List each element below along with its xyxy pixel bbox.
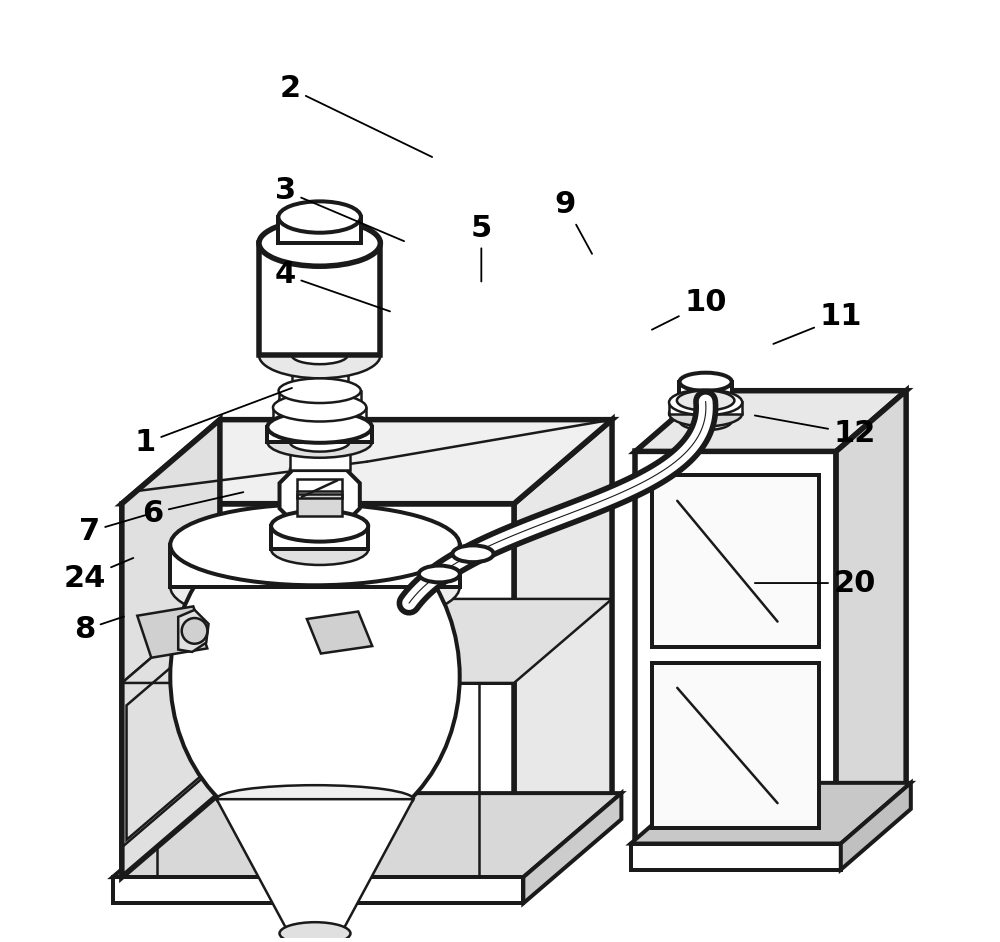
Polygon shape xyxy=(631,783,911,843)
Polygon shape xyxy=(514,419,612,877)
Ellipse shape xyxy=(267,427,372,458)
Ellipse shape xyxy=(419,565,460,582)
Polygon shape xyxy=(279,391,361,402)
Text: 2: 2 xyxy=(279,73,432,157)
Ellipse shape xyxy=(292,382,348,399)
Text: 5: 5 xyxy=(471,214,492,282)
Ellipse shape xyxy=(273,406,366,433)
Ellipse shape xyxy=(280,922,350,942)
Ellipse shape xyxy=(290,461,350,479)
Polygon shape xyxy=(267,427,372,442)
Text: 8: 8 xyxy=(74,615,124,644)
Text: 1: 1 xyxy=(135,388,292,458)
Polygon shape xyxy=(178,609,209,652)
Ellipse shape xyxy=(677,391,734,411)
Polygon shape xyxy=(259,243,380,355)
Polygon shape xyxy=(631,843,841,869)
Ellipse shape xyxy=(170,546,460,627)
Polygon shape xyxy=(841,783,911,869)
Ellipse shape xyxy=(679,373,732,391)
Text: 24: 24 xyxy=(63,558,133,593)
Ellipse shape xyxy=(292,347,348,365)
Polygon shape xyxy=(122,419,612,504)
Ellipse shape xyxy=(271,511,368,542)
Polygon shape xyxy=(271,526,368,549)
Text: 12: 12 xyxy=(755,415,876,448)
Polygon shape xyxy=(679,382,732,421)
Polygon shape xyxy=(113,877,523,903)
Ellipse shape xyxy=(170,504,460,585)
Ellipse shape xyxy=(669,400,742,427)
Polygon shape xyxy=(113,793,621,877)
Text: 6: 6 xyxy=(142,492,243,528)
Ellipse shape xyxy=(279,379,361,403)
Polygon shape xyxy=(273,408,366,419)
Bar xyxy=(652,475,819,647)
Ellipse shape xyxy=(182,618,207,643)
Ellipse shape xyxy=(679,412,732,430)
Ellipse shape xyxy=(259,220,380,267)
Text: 11: 11 xyxy=(773,302,862,344)
Polygon shape xyxy=(217,799,413,934)
Ellipse shape xyxy=(278,202,361,233)
Polygon shape xyxy=(122,419,220,877)
Ellipse shape xyxy=(290,432,350,451)
Text: 20: 20 xyxy=(755,569,876,597)
Text: 9: 9 xyxy=(555,190,592,253)
Polygon shape xyxy=(307,611,372,654)
Polygon shape xyxy=(280,470,360,522)
Polygon shape xyxy=(635,451,836,843)
Ellipse shape xyxy=(267,412,372,443)
Ellipse shape xyxy=(170,513,460,840)
Polygon shape xyxy=(669,402,742,414)
Ellipse shape xyxy=(279,390,361,414)
Polygon shape xyxy=(278,217,361,243)
Polygon shape xyxy=(122,599,612,683)
Ellipse shape xyxy=(271,534,368,565)
Ellipse shape xyxy=(217,786,413,813)
Polygon shape xyxy=(264,941,366,942)
Text: 10: 10 xyxy=(652,288,727,330)
Text: 7: 7 xyxy=(79,513,150,546)
Polygon shape xyxy=(836,391,906,843)
Bar xyxy=(297,479,342,497)
Ellipse shape xyxy=(259,333,380,379)
Polygon shape xyxy=(292,355,348,391)
Text: 3: 3 xyxy=(275,176,404,241)
Polygon shape xyxy=(523,793,621,903)
Bar xyxy=(297,495,342,516)
Text: 4: 4 xyxy=(275,260,390,312)
Ellipse shape xyxy=(452,545,494,562)
Ellipse shape xyxy=(273,394,366,421)
Polygon shape xyxy=(635,391,906,451)
Polygon shape xyxy=(290,442,350,470)
Polygon shape xyxy=(170,544,460,587)
Bar xyxy=(652,663,819,828)
Ellipse shape xyxy=(669,390,742,415)
Polygon shape xyxy=(122,504,514,877)
Polygon shape xyxy=(137,607,207,658)
